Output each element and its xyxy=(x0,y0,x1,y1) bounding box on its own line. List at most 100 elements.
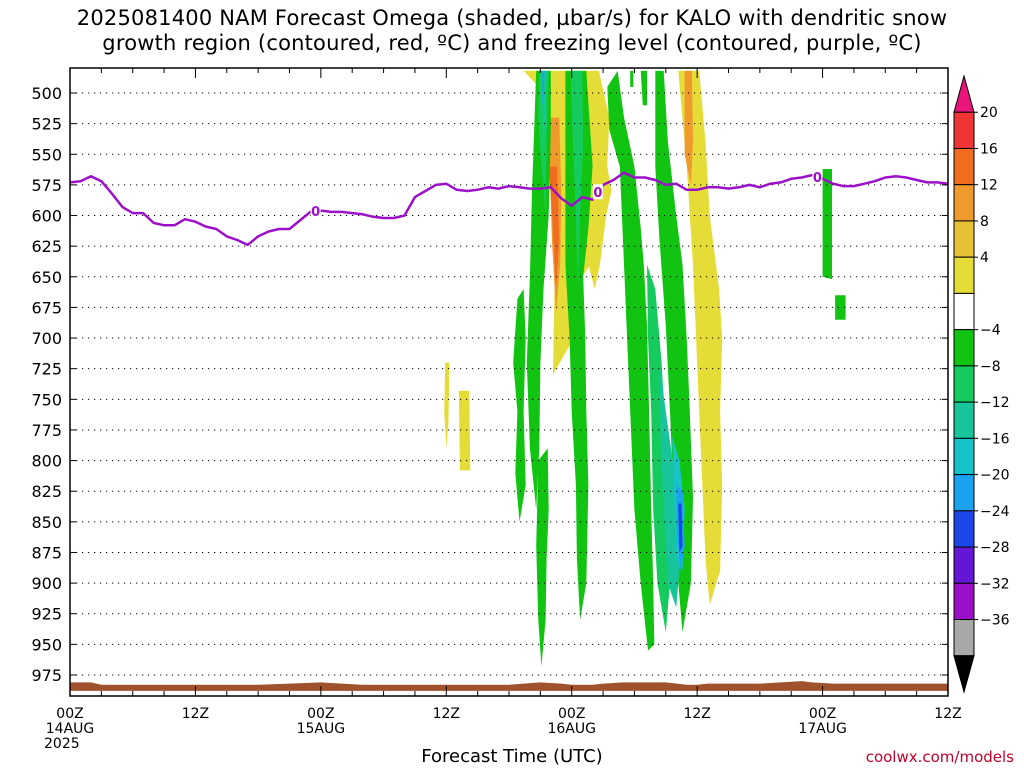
omega-region xyxy=(444,362,450,449)
omega-region xyxy=(835,295,846,320)
colorbar-label: −28 xyxy=(980,540,1010,556)
y-tick-label: 750 xyxy=(31,390,62,409)
freezing-label-bg xyxy=(310,203,321,219)
colorbar-swatch xyxy=(953,365,975,403)
x-tick-label: 14AUG xyxy=(46,721,95,737)
omega-region xyxy=(684,70,693,185)
x-tick-label: 16AUG xyxy=(547,721,596,737)
colorbar-label: −4 xyxy=(980,323,1001,339)
omega-region xyxy=(630,70,634,87)
freezing-level-label: 0 xyxy=(311,205,320,220)
x-tick-label: 00Z xyxy=(809,706,836,722)
plot-frame xyxy=(69,67,949,697)
y-tick-label: 550 xyxy=(31,145,62,164)
colorbar-label: −20 xyxy=(980,468,1010,484)
omega-region xyxy=(538,70,549,216)
omega-shading-layer xyxy=(444,70,846,667)
freezing-level-label: 0 xyxy=(593,186,602,201)
terrain-surface xyxy=(70,681,948,691)
x-tick-label: 00Z xyxy=(558,706,585,722)
freezing-level-layer: 0 0 0 xyxy=(70,168,948,247)
x-tick-label: 12Z xyxy=(182,706,209,722)
x-tick-label: 17AUG xyxy=(798,721,847,737)
omega-region xyxy=(570,70,584,290)
colorbar-label: −16 xyxy=(980,431,1010,447)
x-tick-label: 12Z xyxy=(934,706,961,722)
chart-title: 2025081400 NAM Forecast Omega (shaded, µ… xyxy=(0,6,1024,56)
x-tick-label: 15AUG xyxy=(297,721,346,737)
omega-region xyxy=(655,70,693,633)
colorbar-label: 16 xyxy=(980,141,998,157)
colorbar-swatch xyxy=(953,619,975,657)
x-tick-label: 2025 xyxy=(44,736,80,752)
omega-region xyxy=(647,264,670,633)
x-tick-label: 00Z xyxy=(307,706,334,722)
omega-region xyxy=(513,289,526,522)
y-tick-label: 700 xyxy=(31,329,62,348)
colorbar-swatch xyxy=(953,546,975,584)
freezing-label-bg xyxy=(592,184,603,200)
omega-region xyxy=(565,70,593,620)
colorbar-label: −8 xyxy=(980,359,1001,375)
omega-region xyxy=(607,70,655,651)
freezing-level-line xyxy=(70,171,948,247)
y-tick-label: 600 xyxy=(31,207,62,226)
terrain-layer xyxy=(70,681,948,691)
omega-region xyxy=(458,390,471,471)
y-tick-label: 825 xyxy=(31,482,62,501)
omega-region xyxy=(822,169,832,280)
colorbar-arrow-top xyxy=(953,74,975,113)
credit-link[interactable]: coolwx.com/models xyxy=(865,748,1014,766)
y-tick-label: 875 xyxy=(31,543,62,562)
colorbar: 20 16 12 8 4 −4 −8 −12 −16 −20 −24 −28 −32 −36 xyxy=(953,74,1010,694)
colorbar-label: 4 xyxy=(980,250,989,266)
colorbar-swatch xyxy=(953,510,975,548)
y-tick-label: 675 xyxy=(31,298,62,317)
colorbar-swatch xyxy=(953,184,975,222)
colorbar-swatch xyxy=(953,474,975,512)
freezing-label-bg xyxy=(812,168,823,184)
y-tick-label: 525 xyxy=(31,115,62,134)
colorbar-swatch xyxy=(953,329,975,367)
x-tick-label: 00Z xyxy=(56,706,83,722)
y-tick-label: 650 xyxy=(31,268,62,287)
colorbar-label: 8 xyxy=(980,214,989,230)
colorbar-arrow-bottom xyxy=(953,655,975,694)
chart-title-line-2: growth region (contoured, red, ºC) and f… xyxy=(102,31,922,55)
x-tick-label: 12Z xyxy=(433,706,460,722)
colorbar-swatch xyxy=(953,582,975,621)
omega-region xyxy=(678,503,683,553)
y-tick-label: 500 xyxy=(31,84,62,103)
omega-region xyxy=(526,70,551,510)
colorbar-swatch xyxy=(953,111,975,149)
omega-region xyxy=(640,70,647,106)
colorbar-swatch xyxy=(953,147,975,186)
colorbar-swatch xyxy=(953,220,975,258)
colorbar-label: −12 xyxy=(980,395,1010,411)
y-tick-label: 950 xyxy=(31,635,62,654)
colorbar-label: −32 xyxy=(980,576,1010,592)
y-tick-label: 850 xyxy=(31,513,62,532)
colorbar-swatch xyxy=(953,256,975,294)
colorbar-label: −36 xyxy=(980,613,1010,629)
y-tick-label: 575 xyxy=(31,176,62,195)
omega-region xyxy=(542,70,545,106)
colorbar-swatch xyxy=(953,292,975,331)
y-tick-label: 975 xyxy=(31,666,62,685)
y-tick-label: 725 xyxy=(31,360,62,379)
colorbar-swatch xyxy=(953,401,975,439)
y-tick-label: 775 xyxy=(31,421,62,440)
omega-region xyxy=(548,166,560,289)
colorbar-label: −24 xyxy=(980,504,1010,520)
y-tick-label: 625 xyxy=(31,237,62,256)
y-tick-label: 800 xyxy=(31,452,62,471)
y-axis: 500 525 550 575 600 625 650 675 700 725 750 775 800 8… xyxy=(31,84,948,685)
chart-title-line-1: 2025081400 NAM Forecast Omega (shaded, µ… xyxy=(76,6,948,30)
colorbar-label: 12 xyxy=(980,178,998,194)
freezing-level-label: 0 xyxy=(813,171,822,186)
y-tick-label: 900 xyxy=(31,574,62,593)
omega-region xyxy=(536,448,549,667)
grid-layer xyxy=(70,92,948,676)
colorbar-label: 20 xyxy=(980,105,998,121)
